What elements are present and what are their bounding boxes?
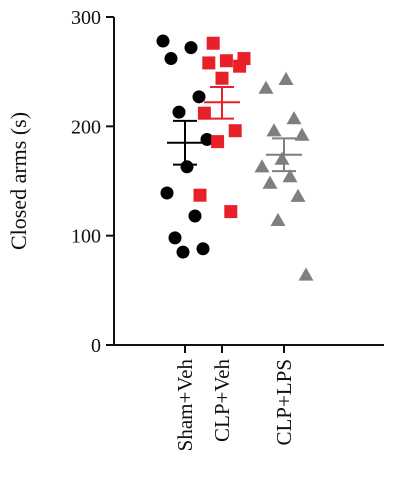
data-point-triangle — [254, 159, 270, 173]
x-category-label: CLP+LPS — [272, 359, 296, 446]
data-point-triangle — [270, 212, 286, 226]
data-point-circle — [184, 41, 198, 55]
data-point-square — [219, 54, 233, 68]
data-point-square — [233, 59, 247, 73]
data-point-triangle — [274, 151, 290, 165]
data-point-circle — [200, 132, 214, 146]
data-point-square — [206, 36, 220, 50]
group-CLP+LPS — [254, 71, 314, 281]
data-point-triangle — [278, 71, 294, 85]
data-point-circle — [164, 52, 178, 66]
group-CLP+Veh — [193, 36, 251, 219]
data-point-square — [228, 124, 242, 138]
data-point-triangle — [258, 80, 274, 94]
y-axis-title: Closed arms (s) — [6, 112, 31, 250]
y-tick-label: 300 — [71, 7, 101, 29]
data-point-triangle — [286, 111, 302, 125]
y-ticks: 0 100 200 300 — [71, 7, 114, 357]
data-point-triangle — [290, 188, 306, 202]
x-ticks: Sham+Veh CLP+Veh CLP+LPS — [173, 345, 296, 451]
data-point-square — [215, 71, 229, 85]
data-point-triangle — [266, 123, 282, 137]
data-point-square — [197, 106, 211, 120]
group-Sham+Veh — [156, 34, 214, 259]
x-category-label: CLP+Veh — [210, 359, 234, 443]
data-point-circle — [160, 186, 174, 200]
data-point-circle — [196, 242, 210, 256]
y-tick-label: 100 — [71, 226, 101, 248]
data-groups — [156, 34, 314, 281]
data-point-circle — [156, 34, 170, 48]
data-point-circle — [180, 160, 194, 174]
data-point-triangle — [282, 169, 298, 183]
y-tick-label: 200 — [71, 116, 101, 138]
data-point-square — [211, 135, 225, 149]
data-point-circle — [188, 209, 202, 223]
data-point-circle — [176, 245, 190, 259]
data-point-triangle — [298, 267, 314, 281]
data-point-circle — [168, 231, 182, 245]
x-category-label: Sham+Veh — [173, 359, 197, 452]
data-point-square — [202, 56, 216, 70]
y-tick-label: 0 — [91, 335, 101, 357]
data-point-circle — [192, 90, 206, 104]
data-point-square — [193, 188, 207, 202]
data-point-triangle — [294, 127, 310, 141]
axes — [113, 17, 384, 346]
data-point-square — [224, 205, 238, 219]
data-point-circle — [172, 105, 186, 119]
data-point-triangle — [262, 175, 278, 189]
